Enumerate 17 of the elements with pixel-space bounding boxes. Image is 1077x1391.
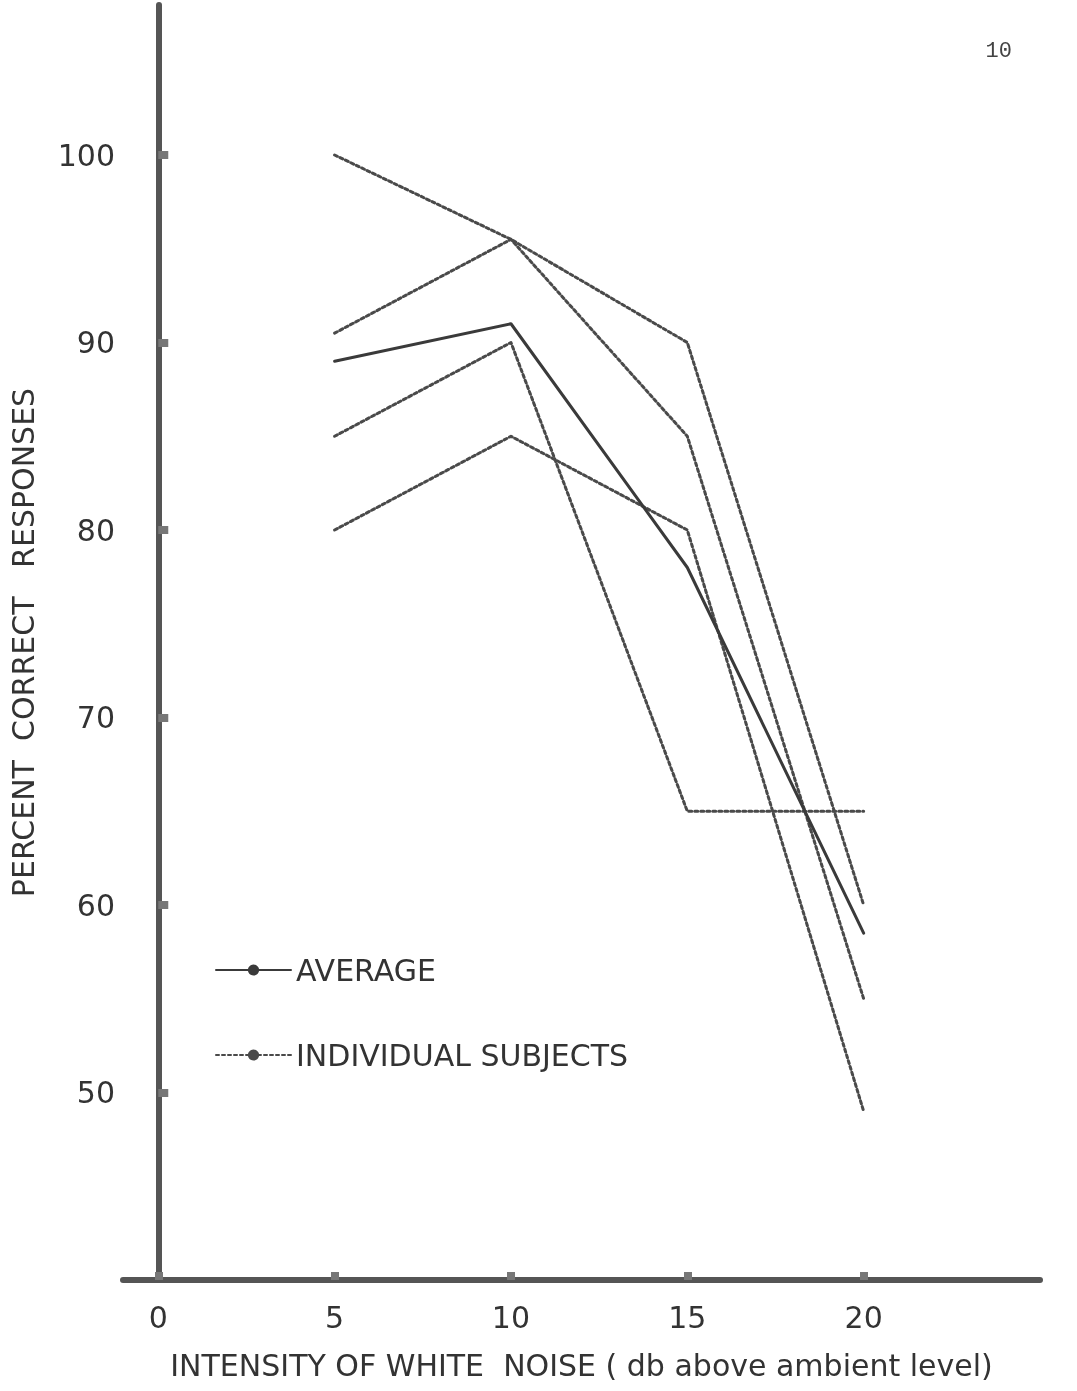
y-axis-title: PERCENT CORRECT RESPONSES <box>5 387 41 898</box>
x-tick-label: 15 <box>668 1299 707 1335</box>
x-tick-label: 0 <box>148 1299 168 1335</box>
y-tick-label: 60 <box>76 887 115 923</box>
y-tick-label: 100 <box>57 137 115 173</box>
y-tick-label: 70 <box>76 700 115 735</box>
annotation: 10 <box>985 38 1012 64</box>
line-series <box>333 322 866 935</box>
x-tick-label: 20 <box>844 1299 883 1335</box>
x-tick-label: 5 <box>325 1299 345 1335</box>
legend-label: INDIVIDUAL SUBJECTS <box>296 1037 629 1073</box>
x-axis-title: INTENSITY OF WHITE NOISE ( db above ambient level) <box>170 1347 993 1383</box>
y-tick-label: 50 <box>76 1075 115 1110</box>
x-tick-label: 10 <box>491 1299 531 1335</box>
y-tick-label: 90 <box>76 325 115 360</box>
y-tick-label: 80 <box>76 512 115 548</box>
legend-label: AVERAGE <box>296 952 436 988</box>
